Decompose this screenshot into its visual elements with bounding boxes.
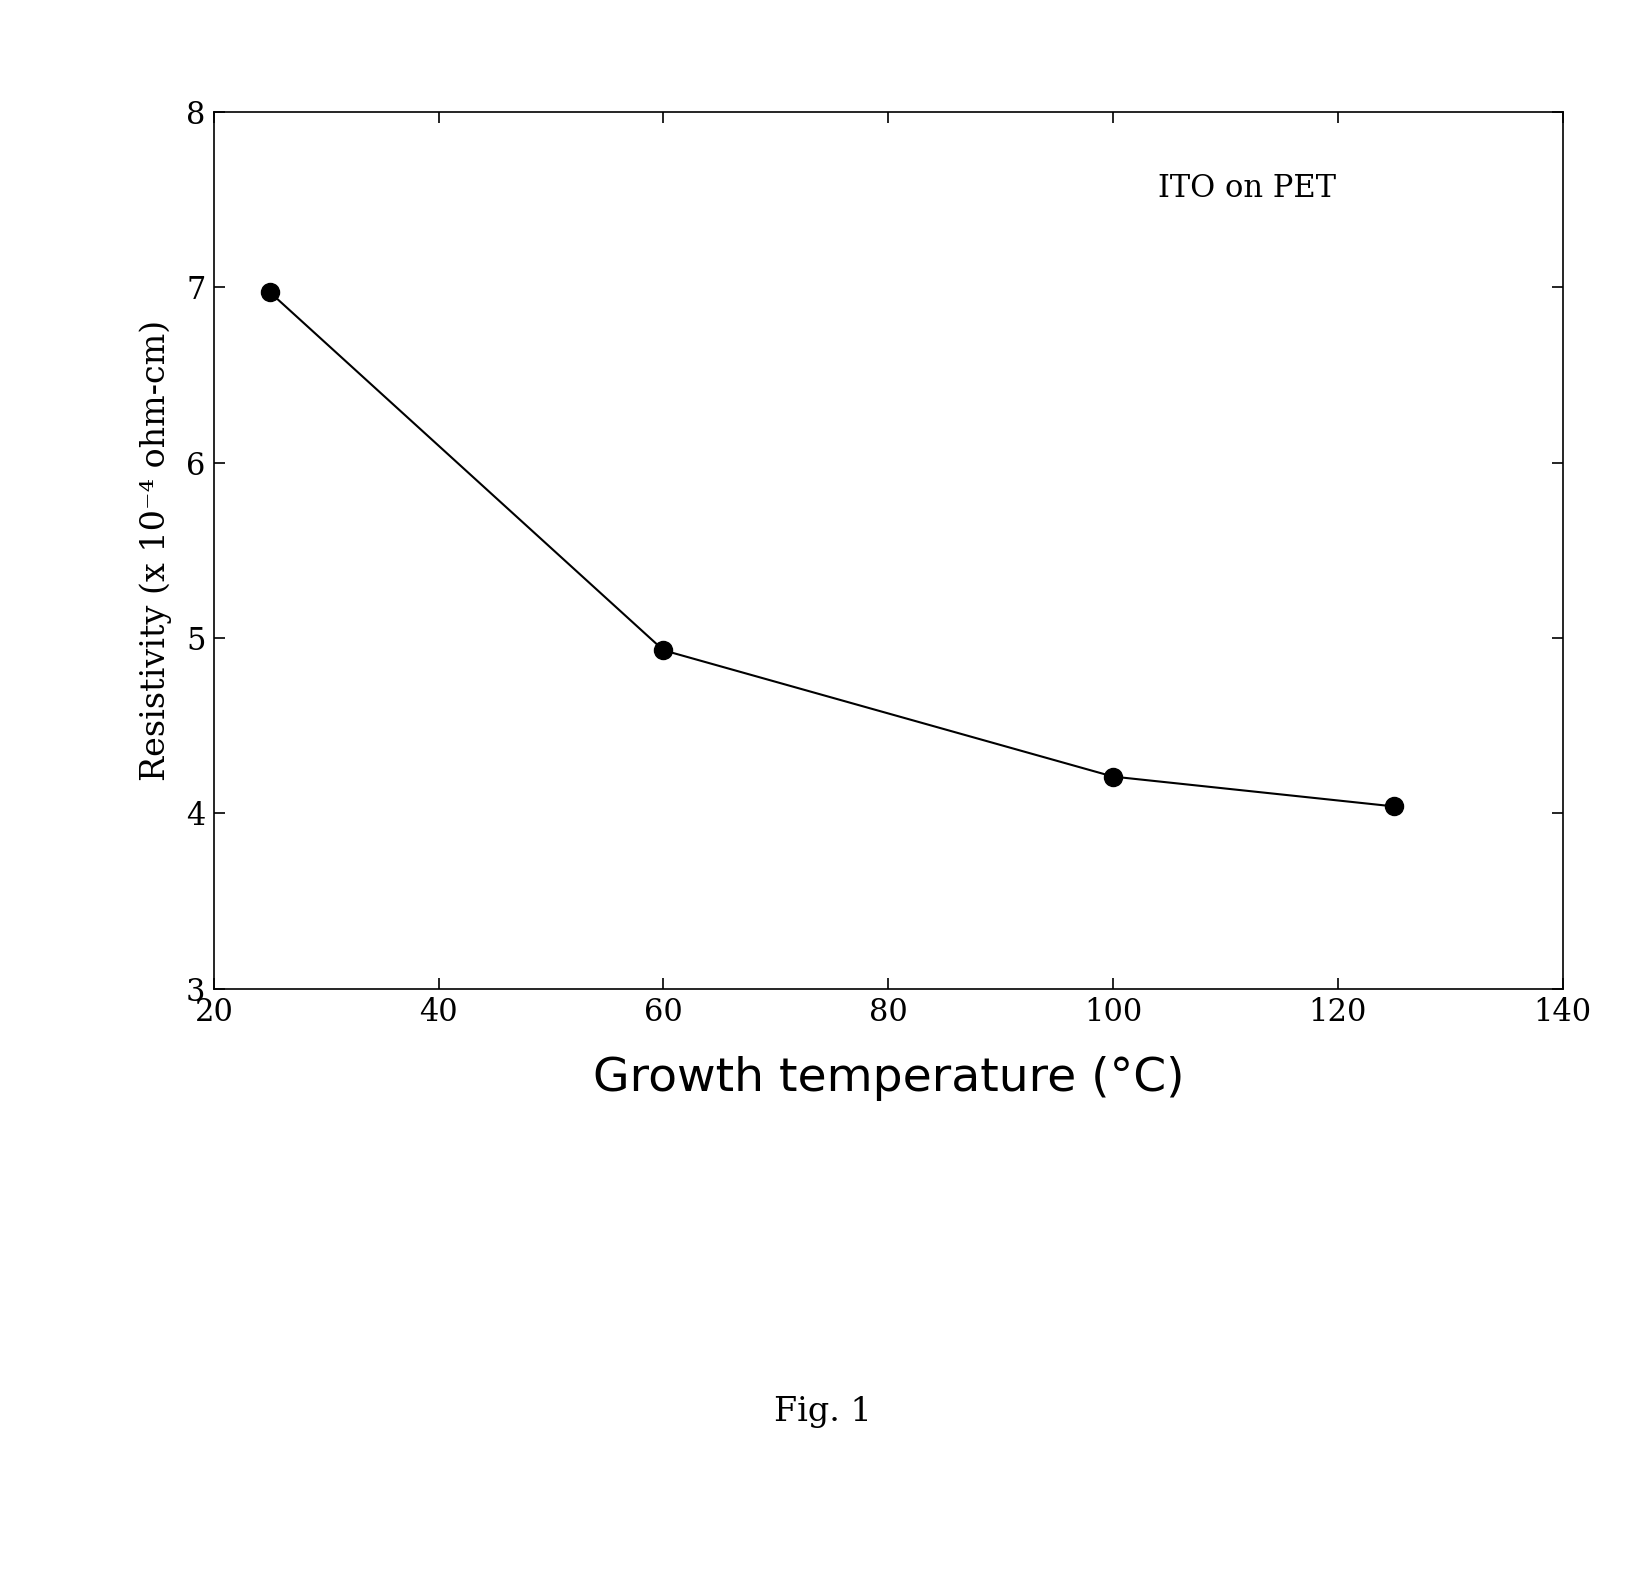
Point <box>257 279 283 305</box>
Text: ITO on PET: ITO on PET <box>1158 172 1336 204</box>
Point <box>650 638 676 664</box>
Point <box>1382 794 1408 820</box>
Point <box>1101 764 1127 790</box>
Y-axis label: Resistivity (x 10⁻⁴ ohm-cm): Resistivity (x 10⁻⁴ ohm-cm) <box>140 319 173 782</box>
Text: Fig. 1: Fig. 1 <box>773 1396 872 1428</box>
X-axis label: Growth temperature (°C): Growth temperature (°C) <box>592 1056 1184 1101</box>
